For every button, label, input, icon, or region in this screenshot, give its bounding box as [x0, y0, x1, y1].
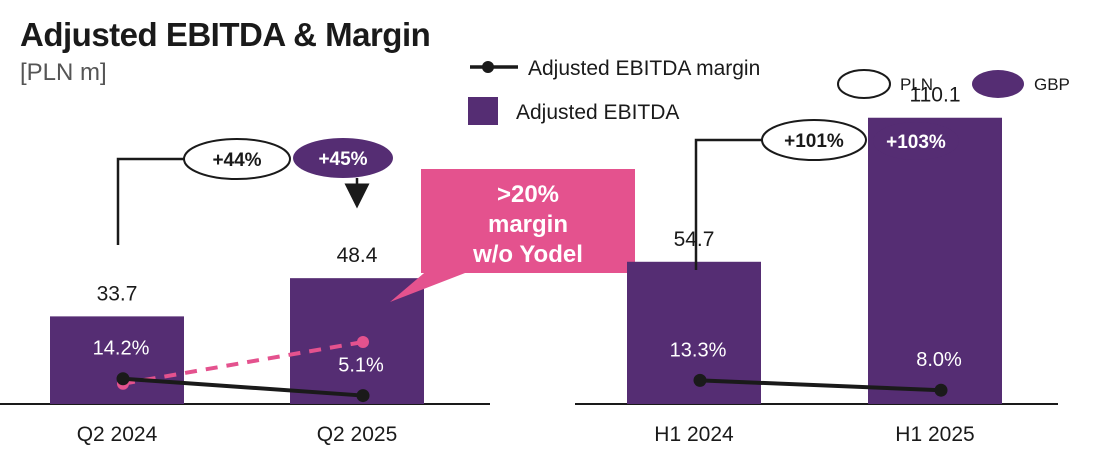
margin-wo-yodel-point-q2-2025: [357, 336, 369, 348]
x-tick-h1-2025: H1 2025: [895, 423, 974, 446]
margin-label-h1-2024: 13.3%: [670, 339, 727, 361]
growth-pln-h1: +101%: [784, 131, 844, 152]
growth-pln-badge-h1: [761, 119, 867, 161]
callout-line-2: margin: [488, 211, 568, 238]
margin-line-h1: [699, 378, 942, 393]
value-label-h1-2025: 110.1: [910, 84, 961, 107]
value-label-q2-2025: 48.4: [337, 244, 378, 267]
callout-wo-yodel: >20% margin w/o Yodel: [390, 169, 635, 302]
x-tick-q2-2024: Q2 2024: [77, 423, 158, 446]
legend-ebitda-swatch: [468, 97, 498, 125]
margin-label-h1-2025: 8.0%: [916, 349, 962, 371]
chart-q2: 33.7 48.4 14.2% 5.1% Q2 2024 Q2 2025 +44…: [50, 138, 635, 446]
chart-title: Adjusted EBITDA & Margin: [20, 16, 430, 53]
callout-line-1: >20%: [497, 181, 559, 208]
legend-pln-label: PLN: [900, 75, 933, 94]
legend: Adjusted EBITDA margin Adjusted EBITDA P…: [468, 57, 1070, 125]
growth-gbp-q2: +45%: [318, 149, 367, 170]
margin-label-q2-2024: 14.2%: [93, 338, 150, 360]
margin-point-h1-2025: [934, 383, 948, 397]
legend-gbp-swatch: [972, 70, 1024, 98]
unit-label: [PLN m]: [20, 59, 107, 86]
margin-point-q2-2025: [356, 389, 370, 403]
x-tick-q2-2025: Q2 2025: [317, 423, 398, 446]
growth-gbp-badge-h1: [873, 122, 959, 160]
growth-bracket-q2: [116, 157, 186, 245]
callout-pointer: [390, 268, 478, 302]
value-label-h1-2024: 54.7: [674, 228, 715, 251]
margin-line-q2: [122, 376, 364, 398]
callout-box: [421, 169, 635, 273]
margin-label-q2-2025: 5.1%: [338, 355, 384, 377]
growth-gbp-h1: +103%: [886, 132, 946, 153]
growth-pln-q2: +44%: [212, 150, 261, 171]
legend-ebitda-label: Adjusted EBITDA: [516, 101, 679, 124]
growth-pln-badge-q2: [183, 138, 291, 180]
legend-margin-label: Adjusted EBITDA margin: [528, 57, 760, 80]
bar-q2-2024: [50, 316, 184, 404]
callout-line-3: w/o Yodel: [472, 241, 583, 268]
growth-gbp-badge-q2: [293, 138, 393, 178]
bar-h1-2025: [868, 117, 1002, 405]
legend-gbp-label: GBP: [1034, 75, 1070, 94]
margin-point-q2-2024: [116, 372, 130, 386]
legend-pln-swatch: [837, 69, 891, 99]
chart-h1: 54.7 110.1 13.3% 8.0% H1 2024 H1 2025 +1…: [627, 84, 1002, 446]
growth-bracket-h1: [694, 138, 764, 270]
value-label-q2-2024: 33.7: [97, 282, 138, 305]
legend-margin-marker: [482, 61, 494, 73]
x-tick-h1-2024: H1 2024: [654, 423, 734, 446]
margin-point-h1-2024: [693, 373, 707, 387]
